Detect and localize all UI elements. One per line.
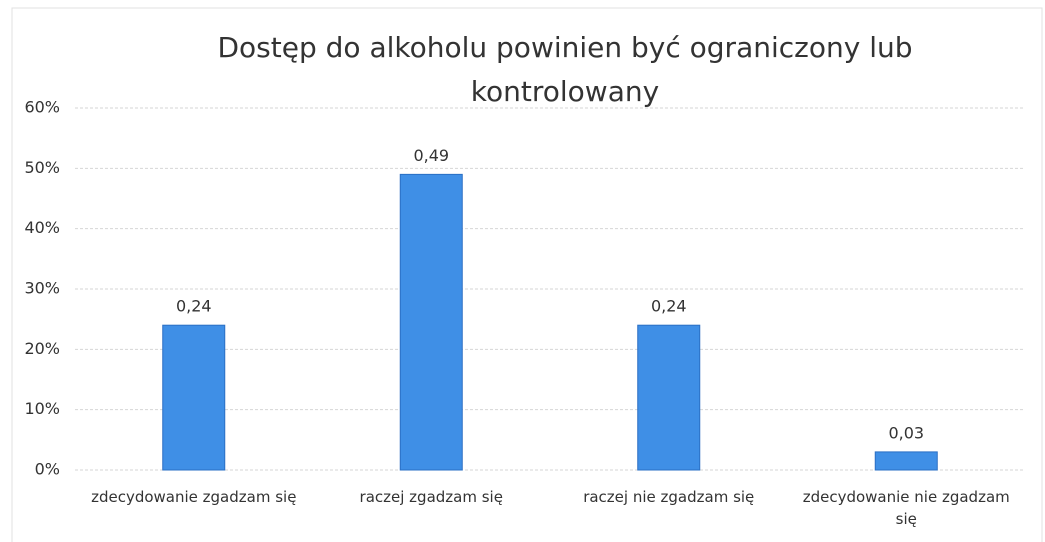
x-tick-label: raczej zgadzam się [359,488,503,506]
y-tick-label: 60% [24,98,60,117]
value-label: 0,03 [888,423,924,442]
x-tick-label: zdecydowanie zgadzam się [91,488,297,506]
bar [637,324,701,471]
value-label: 0,24 [176,297,212,316]
y-tick-label: 50% [24,158,60,177]
y-tick-label: 30% [24,279,60,298]
x-tick-label: raczej nie zgadzam się [583,488,755,506]
y-tick-label: 0% [35,460,60,479]
value-label: 0,49 [413,146,449,165]
bar [399,173,463,471]
bar [162,324,226,471]
bar [874,451,938,471]
y-tick-label: 40% [24,218,60,237]
y-tick-label: 10% [24,399,60,418]
chart-title: Dostęp do alkoholu powinien być ogranicz… [217,31,913,108]
x-tick-label: zdecydowanie nie zgadzam się [802,488,1010,528]
y-tick-label: 20% [24,339,60,358]
frame [11,7,1043,542]
value-label: 0,24 [651,297,687,316]
